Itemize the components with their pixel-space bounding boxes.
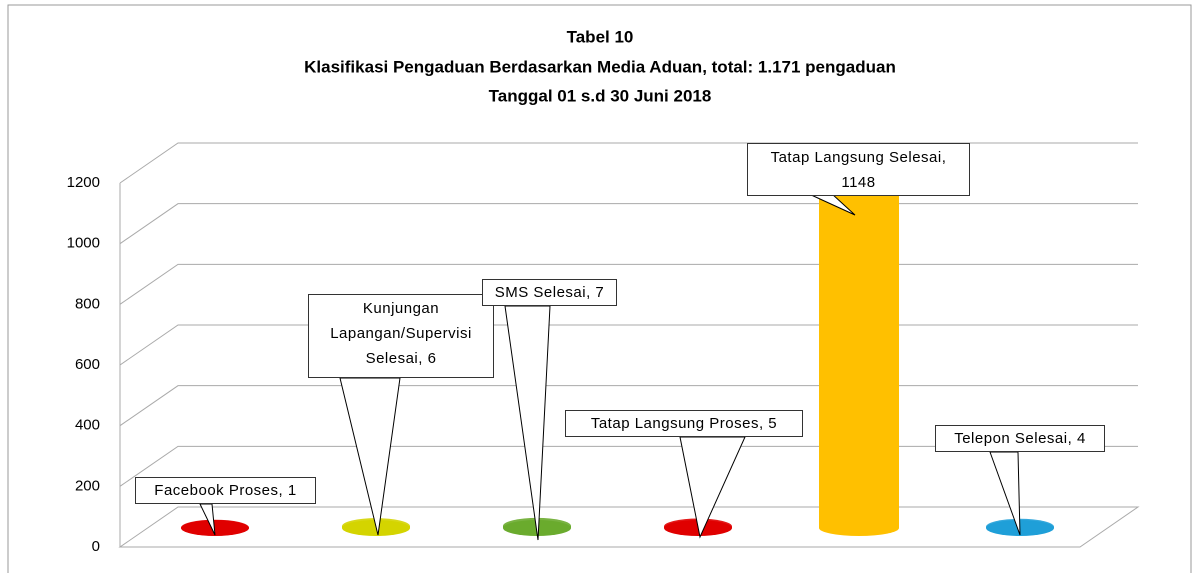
y-tick-label: 1000 xyxy=(67,235,100,252)
y-tick-label: 800 xyxy=(75,295,100,312)
data-label: Tatap Langsung Proses, 5 xyxy=(565,410,803,437)
data-label: SMS Selesai, 7 xyxy=(482,279,617,306)
chart-border xyxy=(7,4,1192,573)
y-tick-label: 1200 xyxy=(67,174,100,191)
chart-subtitle: Klasifikasi Pengaduan Berdasarkan Media … xyxy=(304,57,896,76)
grid-line xyxy=(119,324,1138,366)
callout-pointer xyxy=(504,305,551,541)
chart-subtitle: Tanggal 01 s.d 30 Juni 2018 xyxy=(489,86,712,105)
y-tick-label: 400 xyxy=(75,417,100,434)
data-label: Kunjungan Lapangan/Supervisi Selesai, 6 xyxy=(308,294,494,378)
y-tick-label: 600 xyxy=(75,356,100,373)
y-tick-label: 200 xyxy=(75,477,100,494)
grid-line xyxy=(119,203,1138,245)
chart-title: Tabel 10 xyxy=(567,27,634,46)
callout-pointer xyxy=(339,377,401,536)
grid-line xyxy=(119,445,1138,487)
grid-line xyxy=(119,385,1138,427)
callout-pointer xyxy=(679,436,746,539)
data-label: Tatap Langsung Selesai, 1148 xyxy=(747,143,970,196)
data-label: Telepon Selesai, 4 xyxy=(935,425,1105,452)
y-tick-label: 0 xyxy=(92,538,100,555)
bar-top xyxy=(181,519,249,536)
bar xyxy=(819,179,899,529)
callout-pointer xyxy=(989,451,1021,536)
floor xyxy=(118,506,1140,548)
grid-line xyxy=(119,142,1138,184)
data-label: Facebook Proses, 1 xyxy=(135,477,316,504)
callout-pointer xyxy=(199,503,216,536)
grid-line xyxy=(119,263,1138,305)
